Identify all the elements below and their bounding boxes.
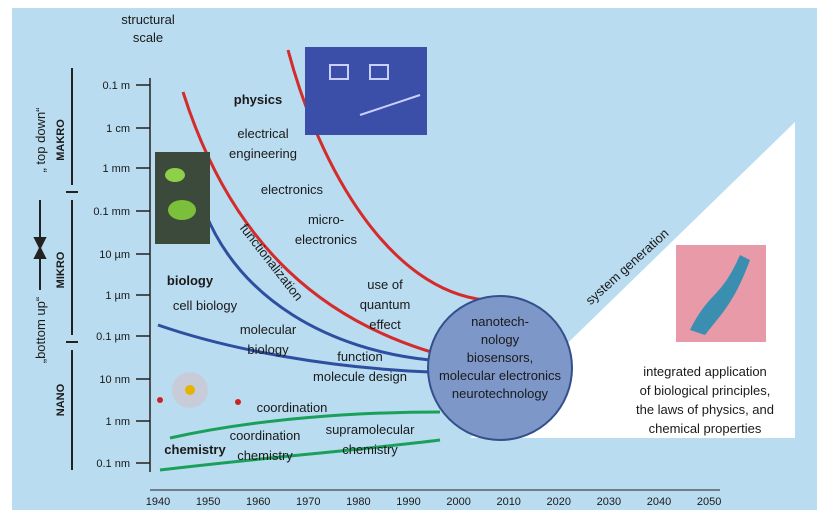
triangle-label: chemical properties bbox=[649, 421, 762, 436]
x-tick-label: 1940 bbox=[146, 496, 170, 508]
label: cell biology bbox=[173, 298, 238, 313]
x-tick-label: 2000 bbox=[446, 496, 470, 508]
x-tick-label: 1970 bbox=[296, 496, 320, 508]
triangle-label: integrated application bbox=[643, 364, 767, 379]
leaf bbox=[168, 200, 196, 220]
x-tick-label: 1980 bbox=[346, 496, 370, 508]
triangle-label: of biological principles, bbox=[640, 383, 771, 398]
x-tick-label: 2030 bbox=[597, 496, 621, 508]
label: function bbox=[337, 349, 383, 364]
circle-label: neurotechnology bbox=[452, 386, 549, 401]
direction: „ top down“ bbox=[33, 107, 48, 172]
label: supramolecular bbox=[326, 422, 416, 437]
label: chemistry bbox=[164, 442, 226, 457]
scale-range: NANO bbox=[55, 383, 67, 416]
label: molecule design bbox=[313, 369, 407, 384]
x-tick-label: 1990 bbox=[396, 496, 420, 508]
x-tick-label: 2050 bbox=[697, 496, 721, 508]
x-tick-label: 1950 bbox=[196, 496, 220, 508]
scale-range: MIKRO bbox=[55, 251, 67, 288]
x-tick-label: 1960 bbox=[246, 496, 270, 508]
label: electronics bbox=[295, 232, 358, 247]
y-tick-label: 10 µm bbox=[99, 249, 130, 261]
y-tick-label: 0.1 µm bbox=[96, 331, 130, 343]
y-axis-title: structural bbox=[121, 12, 175, 27]
label: quantum bbox=[360, 297, 411, 312]
y-tick-label: 1 mm bbox=[103, 163, 131, 175]
y-tick-label: 1 µm bbox=[105, 290, 130, 302]
triangle-label: the laws of physics, and bbox=[636, 402, 774, 417]
label: electrical bbox=[237, 126, 288, 141]
y-tick-label: 0.1 nm bbox=[96, 458, 130, 470]
circle-label: molecular electronics bbox=[439, 368, 562, 383]
label: chemistry bbox=[342, 442, 398, 457]
plant-photo bbox=[155, 152, 210, 244]
label: micro- bbox=[308, 212, 344, 227]
label: effect bbox=[369, 317, 401, 332]
y-tick-label: 0.1 m bbox=[102, 80, 130, 92]
y-tick-label: 1 nm bbox=[106, 416, 130, 428]
label: electronics bbox=[261, 182, 324, 197]
chip-photo bbox=[305, 47, 427, 135]
label: use of bbox=[367, 277, 403, 292]
x-tick-label: 2020 bbox=[547, 496, 571, 508]
scale-range: MAKRO bbox=[55, 119, 67, 161]
circle-label: biosensors, bbox=[467, 350, 533, 365]
label: engineering bbox=[229, 146, 297, 161]
circle-label: nology bbox=[481, 332, 520, 347]
circle-label: nanotech- bbox=[471, 314, 529, 329]
y-tick-label: 1 cm bbox=[106, 123, 130, 135]
diagram: structural scale 0.1 m 1 cm 1 mm 0.1 mm 10 µm 1… bbox=[0, 0, 822, 515]
x-tick-label: 2010 bbox=[496, 496, 520, 508]
y-axis-title: scale bbox=[133, 30, 163, 45]
label: molecular bbox=[240, 322, 297, 337]
label: chemistry bbox=[237, 448, 293, 463]
y-tick-label: 0.1 mm bbox=[93, 206, 130, 218]
label: biology bbox=[167, 273, 214, 288]
label: coordination bbox=[257, 400, 328, 415]
direction: „bottom up“ bbox=[33, 297, 48, 363]
y-tick-label: 10 nm bbox=[99, 374, 130, 386]
label: physics bbox=[234, 92, 282, 107]
x-tick-label: 2040 bbox=[647, 496, 671, 508]
label: biology bbox=[247, 342, 289, 357]
label: coordination bbox=[230, 428, 301, 443]
leaf bbox=[165, 168, 185, 182]
